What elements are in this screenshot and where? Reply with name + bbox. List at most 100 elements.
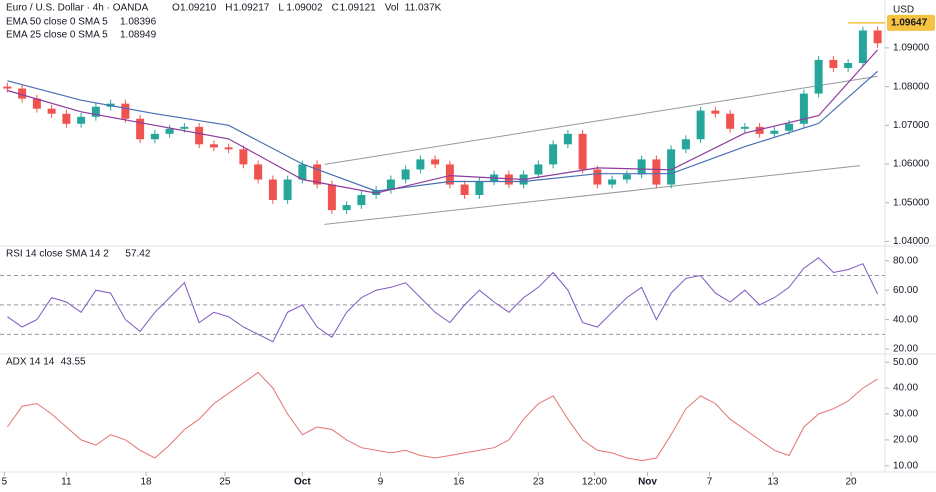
indicator-value: 57.42 — [125, 249, 150, 260]
quote-value: 11.037K — [405, 3, 442, 14]
x-tick-label: 23 — [533, 477, 545, 488]
y-tick-label: 1.06000 — [893, 159, 930, 170]
y-tick-label: 60.00 — [893, 285, 918, 296]
y-tick-label: 40.00 — [893, 314, 918, 325]
candle-body — [401, 169, 410, 180]
y-tick-label: 20.00 — [893, 435, 918, 446]
candle-body — [357, 195, 366, 206]
candle-body — [165, 128, 174, 134]
candle-body — [268, 179, 277, 201]
y-tick-label: 1.09000 — [893, 43, 930, 54]
x-tick-label: 16 — [453, 477, 465, 488]
candle-body — [3, 86, 12, 89]
quote-value: 1.09210 — [180, 3, 217, 14]
candle-body — [785, 123, 794, 131]
quote-key: H — [225, 3, 232, 14]
price-marker-box — [887, 14, 935, 31]
x-tick-label: 5 — [2, 477, 8, 488]
candle-body — [696, 110, 705, 140]
trend-channel-line — [324, 75, 878, 165]
candle-body — [209, 144, 218, 148]
indicator-title: ADX 14 14 — [6, 357, 55, 368]
currency: USD — [893, 5, 914, 16]
candle-body — [681, 139, 690, 150]
x-tick-label: 13 — [767, 477, 779, 488]
indicator-line — [6, 371, 878, 462]
candle-body — [136, 118, 145, 140]
candle-body — [504, 174, 513, 185]
legend-value: 1.08949 — [120, 30, 157, 41]
x-tick-label: 18 — [140, 477, 152, 488]
candle-body — [239, 149, 248, 165]
x-tick-label: 25 — [219, 477, 231, 488]
candle-body — [150, 133, 159, 140]
quote-key: C — [332, 3, 339, 14]
chart-title: Euro / U.S. Dollar · 4h · OANDA — [6, 3, 149, 14]
ema-line — [7, 70, 878, 192]
legend-value: 1.08396 — [120, 17, 157, 28]
y-tick-label: 40.00 — [893, 383, 918, 394]
candle-body — [298, 164, 307, 180]
indicator-line — [7, 257, 879, 343]
candle-body — [873, 30, 882, 44]
trend-channel-line — [324, 165, 860, 225]
quote-key: L — [278, 3, 284, 14]
candle-body — [637, 159, 646, 175]
candle-body — [799, 93, 808, 124]
legend-name: EMA 25 close 0 SMA 5 — [6, 30, 108, 41]
y-tick-label: 10.00 — [893, 460, 918, 471]
candle-body — [77, 116, 86, 124]
x-tick-label: 12:00 — [582, 477, 607, 488]
candle-body — [431, 159, 440, 165]
quote-key: O — [172, 3, 180, 14]
candle-body — [47, 108, 56, 114]
candle-body — [608, 179, 617, 185]
candle-body — [180, 126, 189, 129]
candle-body — [858, 30, 867, 63]
candle-body — [121, 103, 130, 119]
y-tick-label: 1.05000 — [893, 197, 930, 208]
legend-name: EMA 50 close 0 SMA 5 — [6, 17, 108, 28]
candle-body — [814, 59, 823, 94]
candle-body — [593, 169, 602, 185]
candle-body — [740, 126, 749, 129]
candle-body — [327, 184, 336, 211]
y-tick-label: 20.00 — [893, 344, 918, 355]
quote-value: 1.09121 — [340, 3, 377, 14]
candle-body — [91, 106, 100, 117]
candle-body — [445, 164, 454, 185]
x-tick-label: Oct — [294, 477, 311, 488]
candle-body — [829, 59, 838, 69]
candle-body — [254, 164, 263, 180]
indicator-title: RSI 14 close SMA 14 2 — [6, 249, 109, 260]
y-tick-label: 80.00 — [893, 255, 918, 266]
candle-body — [283, 179, 292, 201]
y-tick-label: 50.00 — [893, 357, 918, 368]
y-tick-label: 1.07000 — [893, 120, 930, 131]
candle-body — [578, 133, 587, 170]
candle-body — [844, 63, 853, 69]
candle-body — [416, 159, 425, 170]
candle-body — [32, 98, 41, 109]
candle-body — [475, 181, 484, 195]
candle-body — [563, 133, 572, 145]
candle-body — [313, 164, 322, 185]
x-tick-label: 9 — [378, 477, 384, 488]
y-tick-label: 1.08000 — [893, 81, 930, 92]
candle-body — [224, 147, 233, 150]
candle-body — [62, 113, 71, 124]
candle-body — [711, 110, 720, 114]
x-tick-label: Nov — [638, 477, 657, 488]
candle-body — [549, 144, 558, 165]
candle-body — [667, 149, 676, 185]
x-tick-label: 20 — [846, 477, 858, 488]
candle-body — [726, 113, 735, 129]
candle-body — [460, 184, 469, 195]
quote-value: 1.09002 — [286, 3, 323, 14]
candle-body — [342, 205, 351, 211]
quote-key: Vol — [385, 3, 399, 14]
candle-body — [652, 159, 661, 185]
indicator-value: 43.55 — [61, 357, 86, 368]
candle-body — [770, 130, 779, 134]
candle-body — [18, 88, 27, 99]
